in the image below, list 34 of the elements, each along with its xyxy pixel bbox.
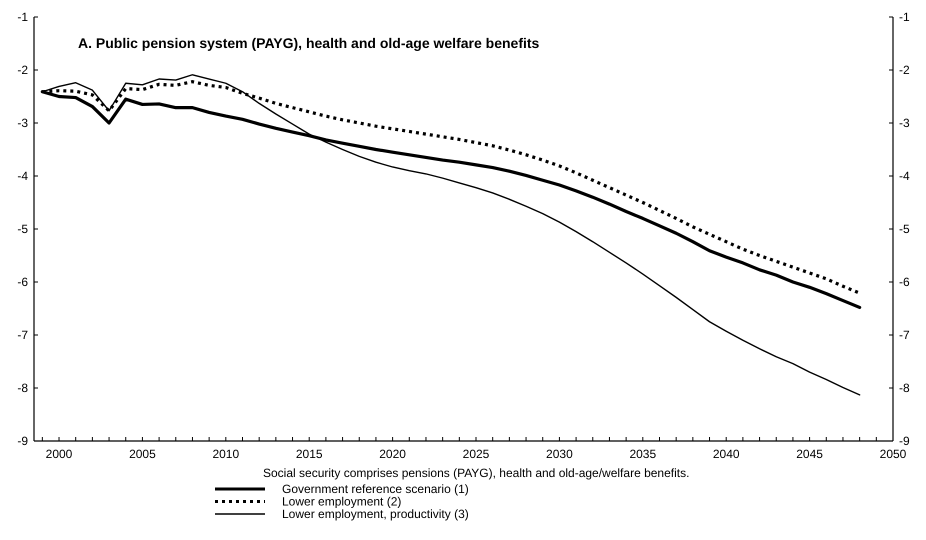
y-tick-label: -7: [17, 328, 28, 342]
y-tick-label: -5: [17, 222, 28, 236]
y2-tick-label: -8: [899, 381, 910, 396]
text: A. Public pension system (PAYG), health and old-age welfare benefits: [78, 35, 540, 51]
x-tick-label: 2005: [129, 447, 156, 461]
x-tick-label: 2020: [379, 447, 406, 461]
x-tick-label: 2015: [296, 447, 323, 461]
y2-tick-label: -7: [899, 328, 910, 342]
y2-tick-label: -4: [899, 169, 910, 184]
y2-tick-label: -9: [899, 434, 910, 448]
y-tick-label: -6: [17, 275, 28, 290]
text: Social security comprises pensions (PAYG), health and old-age/welfare benefits.: [263, 466, 690, 480]
y2-tick-label: -2: [899, 63, 910, 78]
x-tick-label: 2035: [629, 447, 656, 461]
x-tick-label: 2030: [546, 447, 574, 461]
x-tick-label: 2050: [880, 447, 907, 461]
x-tick-label: 2045: [796, 447, 824, 461]
y-tick-label: -3: [17, 116, 28, 130]
legend-label: Government reference scenario (1): [282, 482, 469, 496]
legend-label: Lower employment (2): [282, 494, 402, 509]
x-tick-label: 2025: [462, 447, 490, 461]
y2-tick-label: -5: [899, 222, 910, 236]
x-tick-label: 2040: [712, 447, 740, 461]
y-tick-label: -9: [17, 434, 28, 448]
y2-tick-label: -3: [899, 116, 910, 130]
y-tick-label: -2: [17, 63, 28, 78]
x-tick-label: 2000: [46, 447, 73, 461]
y-tick-label: -8: [17, 381, 28, 396]
y-tick-label: -1: [17, 10, 28, 24]
y2-tick-label: -1: [899, 10, 910, 24]
x-tick-label: 2010: [212, 447, 240, 461]
legend-label: Lower employment, productivity (3): [282, 507, 469, 522]
y-tick-label: -4: [17, 169, 28, 184]
y2-tick-label: -6: [899, 275, 910, 290]
